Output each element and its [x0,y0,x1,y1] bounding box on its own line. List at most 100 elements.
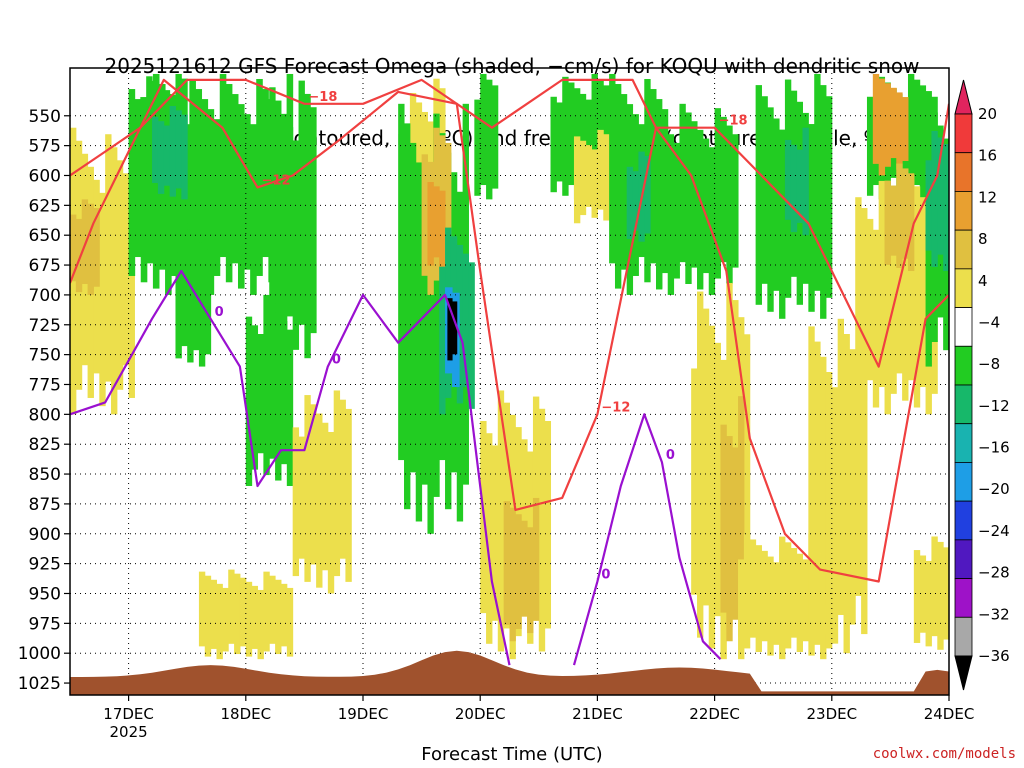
contour-lines: −18 −18 −12 −12 0 0 0 0 [70,78,949,666]
omega-cell [304,395,311,582]
omega-cell [404,123,411,510]
omega-cell [902,168,909,259]
omega-cell [691,368,698,595]
omega-cell [415,162,423,522]
omega-cell [919,555,927,633]
omega-cell [907,175,915,381]
omega-cell [111,147,118,415]
omega-cell [427,182,434,266]
omega-cell [298,80,305,325]
colorbar-box [954,616,973,657]
omega-cell [527,527,534,634]
omega-cell [702,308,710,606]
omega-cell [316,413,323,588]
omega-cell [808,326,815,625]
omega-cell [181,223,188,347]
omega-cell [263,294,270,476]
omega-cell [286,329,294,486]
omega-cell [890,185,897,256]
omega-cell [201,99,209,270]
colorbar-box [954,384,973,425]
omega-cell [225,84,233,283]
credit-text[interactable]: coolwx.com/models [872,746,1016,762]
omega-cell [231,94,239,264]
omega-cell [234,573,241,655]
omega-cell [321,422,329,571]
omega-cell [902,224,909,401]
omega-cell [345,408,352,582]
omega-cell [491,85,499,189]
omega-cell [708,325,716,649]
plot-frame [69,67,950,696]
omega-cell [761,550,768,642]
colorbar-box [954,539,973,579]
contour-dgz_top [70,78,949,368]
y-tick-label: 700 [29,286,61,306]
omega-cell [890,87,897,159]
omega-cell [796,149,803,223]
omega-cell [667,134,675,295]
omega-cell [275,100,282,367]
omega-cell [456,244,464,404]
omega-cell [280,113,288,342]
omega-cell [691,121,698,268]
y-tick-label: 1025 [18,674,61,694]
omega-cell [632,171,639,231]
omega-cell [187,229,194,363]
omega-cell [931,536,938,637]
y-tick-label: 875 [29,495,61,515]
omega-cell [193,236,200,351]
omega-cell [732,300,739,595]
omega-cell [825,372,833,606]
omega-cell [896,163,903,268]
omega-cell [896,92,903,170]
omega-cell [169,106,176,197]
omega-cell [907,173,915,272]
omega-cell [81,199,89,284]
colorbar-label: 20 [978,105,997,123]
colorbar-label: 4 [978,272,988,290]
y-tick-label: 825 [29,435,61,455]
omega-cell [755,545,762,653]
omega-cell [239,577,247,647]
omega-cell [585,99,593,178]
colorbar-box [954,113,973,154]
omega-cell [204,575,212,657]
omega-cell [902,97,909,161]
omega-cell [720,424,727,613]
colorbar-box [954,462,973,502]
omega-cell [650,89,657,264]
omega-cell [568,82,575,186]
omega-cell [796,553,803,653]
omega-cell [427,201,434,534]
omega-cell [468,262,475,409]
omega-cell [820,356,827,635]
terrain [70,650,949,695]
y-axis-ticks: 550 575 600 625 650 675 700 725 750 775 800 825 850 8… [18,107,70,694]
omega-cell [661,125,669,274]
omega-cell [779,129,786,319]
contour-label: 0 [332,353,341,368]
omega-cell [175,110,182,189]
omega-cell [790,548,798,638]
omega-cell [743,334,751,606]
omega-cell [937,137,944,255]
omega-cell [509,507,516,642]
omega-cell [767,107,774,312]
omega-cell [732,134,739,268]
omega-cell [855,197,862,374]
omega-cell [213,119,221,276]
omega-cell [591,149,598,218]
omega-cell [626,166,634,239]
omega-cell [433,113,440,497]
omega-cell [439,190,446,269]
colorbar-label: −36 [978,647,1010,665]
omega-cell [269,575,276,644]
omega-cell [497,390,505,652]
x-tick-label: 19DEC [338,705,389,723]
omega-cell [743,533,751,649]
omega-cell [937,541,944,650]
omega-cell [286,127,294,317]
omega-cell [491,445,499,621]
